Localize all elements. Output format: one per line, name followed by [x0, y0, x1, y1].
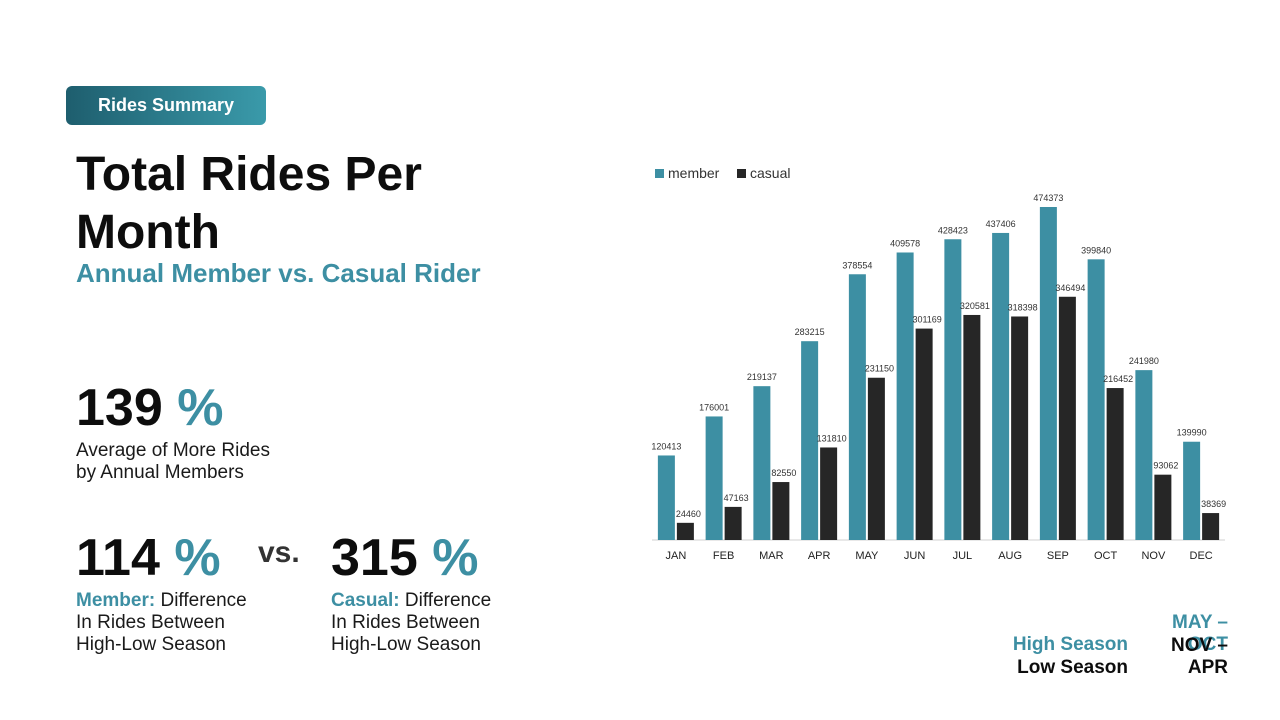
- data-label-casual-oct: 216452: [1103, 374, 1133, 384]
- bar-member-jan: [657, 455, 675, 540]
- x-tick-label-sep: SEP: [1047, 550, 1069, 562]
- casual-stat-value: 315: [331, 529, 418, 587]
- bar-casual-aug: [1011, 316, 1029, 540]
- casual-stat-pct: %: [432, 529, 479, 587]
- x-tick-label-may: MAY: [855, 550, 879, 562]
- casual-stat-description: Casual: Difference In Rides Between High…: [331, 590, 491, 656]
- member-desc-line3: High-Low Season: [76, 634, 226, 655]
- high-season-row: High Season MAY – OCT: [1000, 612, 1228, 656]
- high-season-label: High Season: [1012, 634, 1128, 655]
- legend-swatch-casual: [737, 169, 746, 178]
- bar-member-jul: [944, 239, 962, 540]
- data-label-casual-nov: 93062: [1153, 461, 1178, 471]
- x-tick-label-mar: MAR: [759, 550, 784, 562]
- legend-label-casual: casual: [750, 165, 790, 181]
- bar-member-feb: [705, 416, 723, 540]
- x-tick-label-aug: AUG: [998, 550, 1022, 562]
- avg-stat: 139 %: [76, 380, 223, 436]
- avg-stat-pct: %: [177, 379, 224, 437]
- x-tick-label-jun: JUN: [904, 550, 925, 562]
- data-label-member-mar: 219137: [747, 372, 777, 382]
- bar-casual-mar: [772, 482, 790, 540]
- x-tick-label-jul: JUL: [953, 550, 973, 562]
- data-label-member-sep: 474373: [1033, 193, 1063, 203]
- data-label-member-aug: 437406: [986, 219, 1016, 229]
- rides-per-month-chart: member casual 120413 24460 JAN 176001 47163 FEB…: [651, 165, 1226, 562]
- member-stat-description: Member: Difference In Rides Between High…: [76, 590, 247, 656]
- avg-stat-value: 139: [76, 379, 163, 437]
- casual-stat: 315 %: [331, 530, 478, 586]
- data-label-member-nov: 241980: [1129, 356, 1159, 366]
- x-tick-label-dec: DEC: [1190, 550, 1213, 562]
- low-season-row: Low Season NOV – APR: [1000, 635, 1228, 679]
- data-label-casual-may: 231150: [865, 364, 894, 374]
- data-label-member-jan: 120413: [651, 441, 681, 451]
- rides-summary-badge: Rides Summary: [66, 86, 266, 125]
- legend-swatch-member: [655, 169, 664, 178]
- data-label-member-jul: 428423: [938, 225, 968, 235]
- data-label-member-jun: 409578: [890, 238, 920, 248]
- data-label-casual-sep: 346494: [1055, 283, 1085, 293]
- data-label-casual-dec: 38369: [1201, 499, 1226, 509]
- member-desc-line1: Difference: [155, 590, 247, 611]
- bar-casual-jun: [915, 328, 933, 540]
- data-label-member-feb: 176001: [699, 402, 729, 412]
- data-label-member-dec: 139990: [1177, 428, 1207, 438]
- data-label-casual-jan: 24460: [676, 509, 701, 519]
- member-desc-line2: In Rides Between: [76, 612, 225, 633]
- x-tick-label-jan: JAN: [665, 550, 686, 562]
- casual-desc-line3: High-Low Season: [331, 634, 481, 655]
- low-season-label: Low Season: [1017, 657, 1128, 678]
- data-label-casual-apr: 131810: [817, 433, 847, 443]
- member-stat-pct: %: [174, 529, 221, 587]
- bar-casual-sep: [1058, 296, 1076, 540]
- bar-casual-feb: [724, 506, 742, 540]
- casual-label: Casual:: [331, 590, 400, 611]
- avg-desc-line1: Average of More Rides: [76, 440, 270, 461]
- data-label-casual-aug: 318398: [1008, 302, 1038, 312]
- casual-desc-line2: In Rides Between: [331, 612, 480, 633]
- bar-member-mar: [753, 386, 771, 540]
- legend-label-member: member: [668, 165, 720, 181]
- bar-member-dec: [1183, 441, 1201, 540]
- member-stat-value: 114: [76, 529, 160, 587]
- avg-desc-line2: by Annual Members: [76, 462, 244, 483]
- vs-label: vs.: [258, 536, 300, 569]
- bar-casual-jul: [963, 314, 981, 540]
- bar-member-apr: [801, 341, 819, 540]
- bar-member-jun: [896, 252, 914, 540]
- member-label: Member:: [76, 590, 156, 611]
- bar-member-may: [848, 274, 866, 540]
- data-label-casual-jul: 320581: [960, 301, 990, 311]
- low-season-range: NOV – APR: [1170, 635, 1228, 678]
- bar-member-nov: [1135, 370, 1153, 540]
- x-tick-label-apr: APR: [808, 550, 831, 562]
- x-tick-label-nov: NOV: [1141, 550, 1166, 562]
- data-label-member-apr: 283215: [795, 327, 825, 337]
- bar-casual-jan: [676, 522, 694, 540]
- data-label-member-may: 378554: [842, 260, 872, 270]
- bar-casual-apr: [820, 447, 838, 540]
- avg-stat-description: Average of More Rides by Annual Members: [76, 440, 270, 484]
- member-stat: 114 %: [76, 530, 221, 586]
- bar-casual-may: [867, 377, 885, 540]
- data-label-member-oct: 399840: [1081, 245, 1111, 255]
- bar-member-aug: [992, 232, 1010, 540]
- bar-member-sep: [1039, 207, 1057, 540]
- bar-casual-oct: [1106, 388, 1124, 540]
- data-label-casual-mar: 82550: [771, 468, 796, 478]
- x-tick-label-feb: FEB: [713, 550, 734, 562]
- page-subtitle: Annual Member vs. Casual Rider: [76, 258, 481, 288]
- x-tick-label-oct: OCT: [1094, 550, 1118, 562]
- bar-casual-dec: [1202, 513, 1220, 540]
- bar-member-oct: [1087, 259, 1105, 540]
- bar-casual-nov: [1154, 474, 1172, 540]
- high-season-range: MAY – OCT: [1172, 612, 1228, 655]
- page-title: Total Rides Per Month: [76, 148, 422, 259]
- casual-desc-line1: Difference: [399, 590, 492, 611]
- data-label-casual-feb: 47163: [724, 493, 749, 503]
- data-label-casual-jun: 301169: [912, 315, 941, 325]
